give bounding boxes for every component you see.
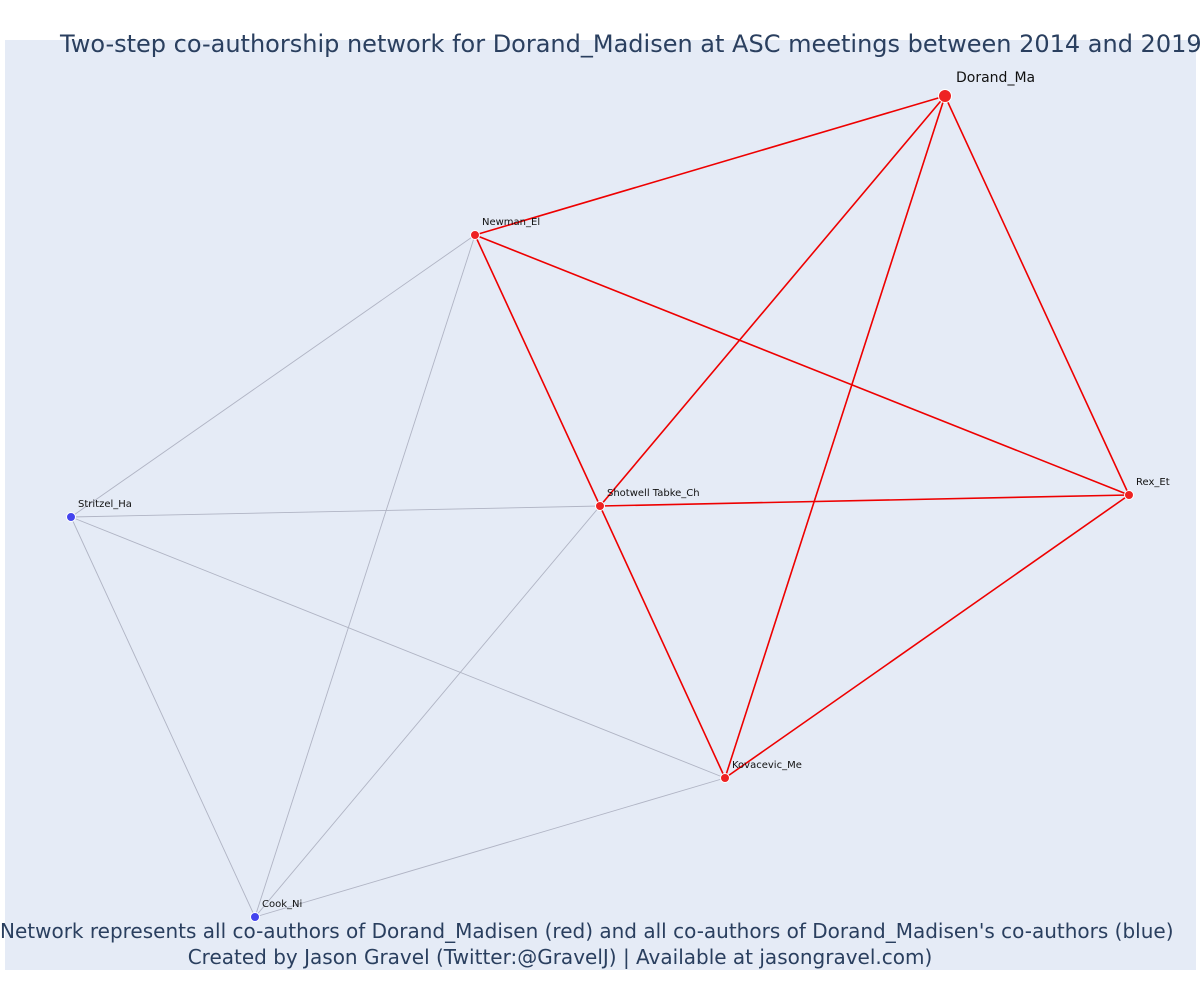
edge-shotwell-tabke-ch-rex-et — [599, 494, 1130, 507]
edge-dorand-ma-newman-el — [474, 95, 946, 236]
edge-newman-el-rex-et — [474, 234, 1130, 496]
node-label-kovacevic-me: Kovacevic_Me — [732, 760, 802, 771]
edge-newman-el-shotwell-tabke-ch — [474, 234, 601, 507]
node-label-cook-ni: Cook_Ni — [262, 899, 302, 910]
edge-shotwell-tabke-ch-kovacevic-me — [599, 505, 726, 779]
node-label-shotwell-tabke-ch: Shotwell Tabke_Ch — [607, 488, 700, 499]
edge-dorand-ma-kovacevic-me — [724, 95, 946, 779]
edge-cook-ni-kovacevic-me — [254, 777, 726, 918]
chart-title: Two-step co-authorship network for Doran… — [60, 30, 1200, 58]
edge-stritzel-ha-kovacevic-me — [70, 516, 726, 779]
edge-dorand-ma-shotwell-tabke-ch — [599, 95, 946, 507]
edge-cook-ni-shotwell-tabke-ch — [254, 505, 601, 918]
node-cook-ni[interactable] — [250, 912, 260, 922]
node-label-dorand-ma: Dorand_Ma — [956, 70, 1035, 86]
caption-line-1: Network represents all co-authors of Dor… — [0, 919, 1174, 943]
caption: Network represents all co-authors of Dor… — [0, 918, 1174, 970]
edge-rex-et-kovacevic-me — [724, 494, 1130, 779]
caption-line-2: Created by Jason Gravel (Twitter:@Gravel… — [187, 945, 933, 969]
node-kovacevic-me[interactable] — [720, 773, 730, 783]
node-dorand-ma[interactable] — [938, 89, 952, 103]
edge-stritzel-ha-newman-el — [70, 234, 476, 518]
node-stritzel-ha[interactable] — [66, 512, 76, 522]
node-label-stritzel-ha: Stritzel_Ha — [78, 499, 132, 510]
node-label-newman-el: Newman_El — [482, 217, 540, 228]
edge-stritzel-ha-shotwell-tabke-ch — [70, 505, 601, 518]
node-shotwell-tabke-ch[interactable] — [595, 501, 605, 511]
node-rex-et[interactable] — [1124, 490, 1134, 500]
edge-cook-ni-newman-el — [254, 234, 476, 918]
edge-stritzel-ha-cook-ni — [70, 516, 256, 918]
node-newman-el[interactable] — [470, 230, 480, 240]
edge-dorand-ma-rex-et — [944, 95, 1130, 496]
node-label-rex-et: Rex_Et — [1136, 477, 1170, 488]
